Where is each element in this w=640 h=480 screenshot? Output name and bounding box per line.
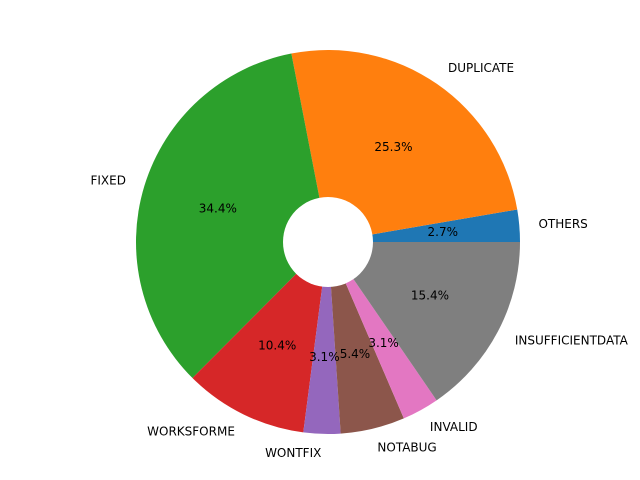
- slice-percent-notabug: 5.4%: [340, 347, 371, 361]
- pie-slice-insufficientdata: [328, 242, 520, 401]
- slice-label-insufficientdata: INSUFFICIENTDATA: [515, 333, 629, 347]
- slice-percent-others: 2.7%: [428, 225, 459, 239]
- pie-slice-worksforme: [192, 242, 328, 433]
- pie-slice-others: [328, 209, 520, 242]
- slice-label-invalid: INVALID: [430, 420, 478, 434]
- slice-label-others: OTHERS: [538, 217, 587, 231]
- slice-label-notabug: NOTABUG: [377, 440, 436, 454]
- slice-label-worksforme: WORKSFORME: [147, 425, 235, 439]
- slice-label-duplicate: DUPLICATE: [448, 61, 514, 75]
- labels-group: OTHERS 2.7% DUPLICATE 25.3% FIXED 34.4% WORKSF…: [90, 61, 628, 460]
- slice-percent-fixed: 34.4%: [199, 201, 237, 215]
- pie-slice-wontfix: [303, 242, 341, 435]
- pie-slice-invalid: [328, 242, 437, 419]
- pie-slice-notabug: [328, 242, 404, 434]
- pie-slice-duplicate: [291, 50, 518, 242]
- slice-percent-duplicate: 25.3%: [374, 140, 412, 154]
- slice-percent-worksforme: 10.4%: [258, 338, 296, 352]
- slice-percent-invalid: 3.1%: [368, 336, 399, 350]
- slice-percent-insufficientdata: 15.4%: [411, 289, 449, 303]
- slices-group: [136, 50, 520, 435]
- slice-label-wontfix: WONTFIX: [265, 446, 321, 460]
- slice-label-fixed: FIXED: [90, 173, 125, 187]
- pie-slice-fixed: [136, 53, 328, 378]
- slice-percent-wontfix: 3.1%: [309, 350, 340, 364]
- donut-hole: [283, 197, 373, 287]
